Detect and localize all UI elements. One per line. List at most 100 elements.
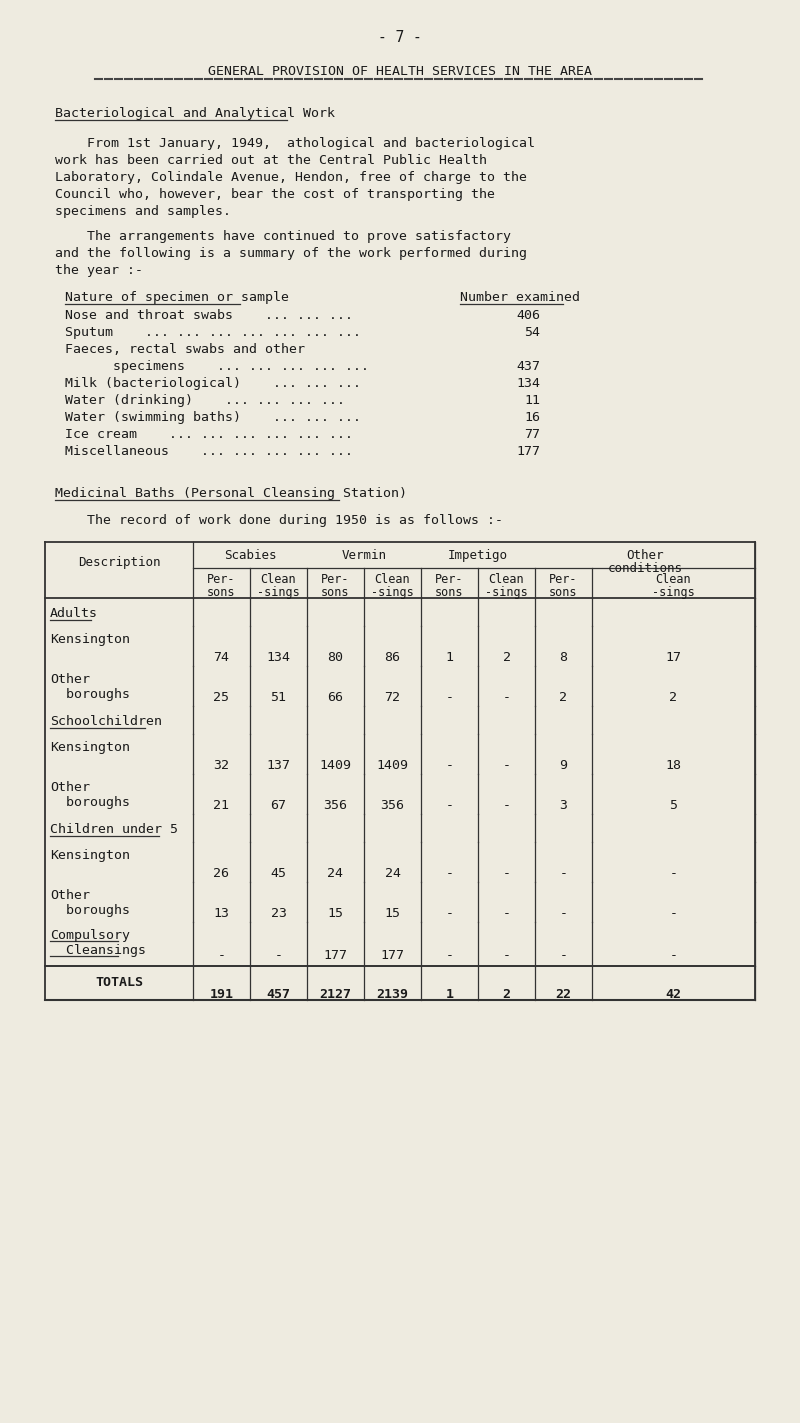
Text: -: - — [446, 867, 454, 879]
Text: Children under 5: Children under 5 — [50, 822, 178, 835]
Text: Vermin: Vermin — [342, 549, 386, 562]
Text: Ice cream    ... ... ... ... ... ...: Ice cream ... ... ... ... ... ... — [65, 428, 353, 441]
Text: Milk (bacteriological)    ... ... ...: Milk (bacteriological) ... ... ... — [65, 377, 361, 390]
Text: Other: Other — [50, 673, 90, 686]
Text: 2: 2 — [502, 650, 510, 665]
Text: Council who, however, bear the cost of transporting the: Council who, however, bear the cost of t… — [55, 188, 495, 201]
Text: -: - — [446, 798, 454, 813]
Text: 24: 24 — [327, 867, 343, 879]
Text: -: - — [446, 949, 454, 962]
Text: -: - — [670, 949, 678, 962]
Text: 177: 177 — [323, 949, 347, 962]
Text: -: - — [559, 949, 567, 962]
Text: -: - — [670, 867, 678, 879]
Text: 80: 80 — [327, 650, 343, 665]
Text: Nose and throat swabs    ... ... ...: Nose and throat swabs ... ... ... — [65, 309, 353, 322]
Text: -: - — [446, 692, 454, 704]
Text: sons: sons — [435, 586, 464, 599]
Text: Clean: Clean — [374, 573, 410, 586]
Text: -: - — [274, 949, 282, 962]
Text: Medicinal Baths (Personal Cleansing Station): Medicinal Baths (Personal Cleansing Stat… — [55, 487, 407, 499]
Text: -: - — [446, 906, 454, 921]
Text: 1409: 1409 — [377, 758, 409, 773]
Text: -sings: -sings — [257, 586, 300, 599]
Text: TOTALS: TOTALS — [95, 976, 143, 989]
Text: Kensington: Kensington — [50, 741, 130, 754]
Text: Per-: Per- — [322, 573, 350, 586]
Text: Compulsory: Compulsory — [50, 929, 130, 942]
Text: 9: 9 — [559, 758, 567, 773]
Text: Scabies: Scabies — [224, 549, 276, 562]
Text: 3: 3 — [559, 798, 567, 813]
Text: 26: 26 — [214, 867, 230, 879]
Text: 457: 457 — [266, 988, 290, 1000]
Text: 66: 66 — [327, 692, 343, 704]
Text: The record of work done during 1950 is as follows :-: The record of work done during 1950 is a… — [55, 514, 503, 527]
Text: -sings: -sings — [371, 586, 414, 599]
Text: 177: 177 — [381, 949, 405, 962]
Text: -: - — [218, 949, 226, 962]
Text: 32: 32 — [214, 758, 230, 773]
Text: 191: 191 — [210, 988, 234, 1000]
Text: 356: 356 — [381, 798, 405, 813]
Text: 356: 356 — [323, 798, 347, 813]
Text: 67: 67 — [270, 798, 286, 813]
Text: Other: Other — [626, 549, 664, 562]
Text: -sings: -sings — [652, 586, 695, 599]
Text: Per-: Per- — [550, 573, 578, 586]
Text: sons: sons — [322, 586, 350, 599]
Text: 2: 2 — [670, 692, 678, 704]
Text: 134: 134 — [266, 650, 290, 665]
Text: conditions: conditions — [607, 562, 682, 575]
Text: The arrangements have continued to prove satisfactory: The arrangements have continued to prove… — [55, 231, 511, 243]
Text: 2139: 2139 — [377, 988, 409, 1000]
Text: sons: sons — [550, 586, 578, 599]
Text: Other: Other — [50, 889, 90, 902]
Text: -: - — [446, 758, 454, 773]
Text: 137: 137 — [266, 758, 290, 773]
Text: specimens and samples.: specimens and samples. — [55, 205, 231, 218]
Text: Clean: Clean — [261, 573, 296, 586]
Text: 11: 11 — [524, 394, 540, 407]
Text: boroughs: boroughs — [50, 904, 130, 916]
Text: 23: 23 — [270, 906, 286, 921]
Text: 437: 437 — [516, 360, 540, 373]
Text: Clean: Clean — [656, 573, 691, 586]
Text: boroughs: boroughs — [50, 795, 130, 810]
Text: 13: 13 — [214, 906, 230, 921]
Text: 1: 1 — [446, 988, 454, 1000]
Text: 16: 16 — [524, 411, 540, 424]
Text: Adults: Adults — [50, 608, 98, 620]
Text: 86: 86 — [385, 650, 401, 665]
Text: 72: 72 — [385, 692, 401, 704]
Text: Number examined: Number examined — [460, 290, 580, 305]
Text: 25: 25 — [214, 692, 230, 704]
Text: Description: Description — [78, 556, 160, 569]
Text: 177: 177 — [516, 445, 540, 458]
Text: Miscellaneous    ... ... ... ... ...: Miscellaneous ... ... ... ... ... — [65, 445, 353, 458]
Text: -: - — [559, 906, 567, 921]
Text: 2: 2 — [502, 988, 510, 1000]
Text: 15: 15 — [327, 906, 343, 921]
Text: Per-: Per- — [207, 573, 236, 586]
Text: 406: 406 — [516, 309, 540, 322]
Text: work has been carried out at the Central Public Health: work has been carried out at the Central… — [55, 154, 487, 166]
Text: Water (swimming baths)    ... ... ...: Water (swimming baths) ... ... ... — [65, 411, 361, 424]
Text: Nature of specimen or sample: Nature of specimen or sample — [65, 290, 289, 305]
Text: 5: 5 — [670, 798, 678, 813]
Text: -: - — [502, 692, 510, 704]
Text: 74: 74 — [214, 650, 230, 665]
Text: -: - — [502, 758, 510, 773]
Text: Kensington: Kensington — [50, 850, 130, 862]
Text: and the following is a summary of the work performed during: and the following is a summary of the wo… — [55, 248, 527, 260]
Text: -: - — [502, 798, 510, 813]
Text: Faeces, rectal swabs and other: Faeces, rectal swabs and other — [65, 343, 305, 356]
Text: 8: 8 — [559, 650, 567, 665]
Text: 1409: 1409 — [319, 758, 351, 773]
Text: 15: 15 — [385, 906, 401, 921]
Text: boroughs: boroughs — [50, 687, 130, 702]
Text: -: - — [559, 867, 567, 879]
Text: Schoolchildren: Schoolchildren — [50, 714, 162, 729]
Text: Sputum    ... ... ... ... ... ... ...: Sputum ... ... ... ... ... ... ... — [65, 326, 361, 339]
Text: Clean: Clean — [489, 573, 524, 586]
